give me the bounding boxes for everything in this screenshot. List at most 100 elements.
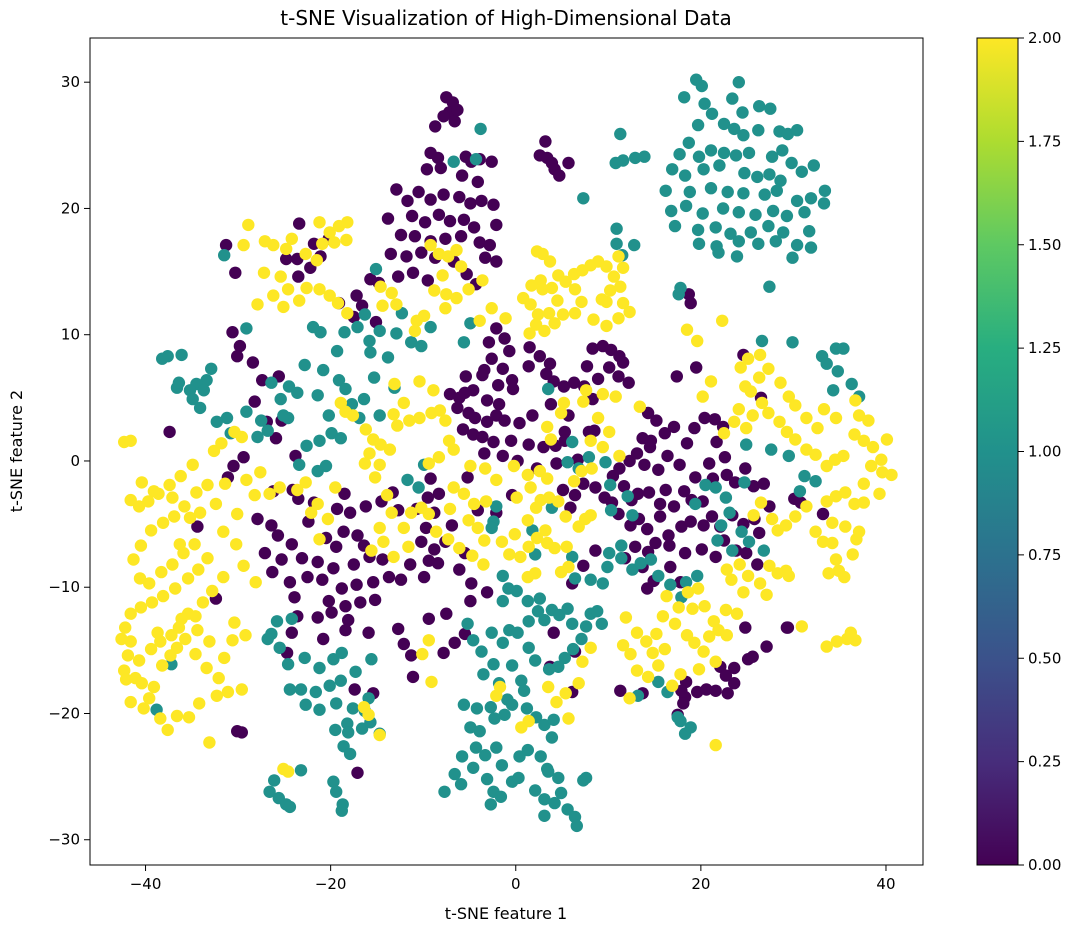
scatter-point xyxy=(197,384,210,397)
scatter-point xyxy=(428,543,441,556)
scatter-point xyxy=(342,726,355,739)
scatter-point xyxy=(311,555,324,569)
scatter-point xyxy=(240,473,253,487)
scatter-point xyxy=(156,516,170,529)
scatter-point xyxy=(561,803,574,816)
scatter-point xyxy=(650,627,663,641)
scatter-point xyxy=(782,569,795,583)
scatter-point xyxy=(579,771,593,785)
scatter-point xyxy=(170,709,184,723)
scatter-point xyxy=(857,496,870,509)
scatter-point xyxy=(317,632,330,646)
scatter-point xyxy=(405,209,419,223)
scatter-point xyxy=(762,219,775,233)
scatter-point xyxy=(817,403,831,416)
scatter-point xyxy=(615,552,628,565)
scatter-point xyxy=(514,550,527,564)
scatter-point xyxy=(373,324,386,338)
scatter-point xyxy=(529,784,542,797)
scatter-point xyxy=(636,432,649,445)
scatter-point xyxy=(301,570,314,584)
scatter-point xyxy=(765,443,778,456)
scatter-point xyxy=(857,477,870,490)
scatter-point xyxy=(765,512,779,526)
scatter-point xyxy=(838,570,851,584)
scatter-point xyxy=(480,394,494,407)
scatter-point xyxy=(723,506,736,519)
scatter-point xyxy=(507,459,521,473)
scatter-point xyxy=(614,280,627,293)
scatter-point xyxy=(737,187,750,200)
scatter-point xyxy=(440,607,453,620)
scatter-point xyxy=(448,115,461,128)
colorbar-axis: 0.00 0.25 0.50 0.75 1.00 1.25 1.50 1.75 2.00 xyxy=(1018,29,1061,874)
scatter-point xyxy=(467,634,480,647)
scatter-point xyxy=(263,785,276,798)
scatter-point xyxy=(699,478,712,492)
scatter-point xyxy=(641,670,655,684)
scatter-point xyxy=(822,567,835,580)
scatter-point xyxy=(248,395,261,408)
scatter-point xyxy=(425,675,438,689)
scatter-point xyxy=(479,495,493,508)
scatter-point xyxy=(539,524,552,537)
scatter-point xyxy=(658,427,671,440)
scatter-point xyxy=(186,458,199,471)
scatter-point xyxy=(603,546,616,560)
scatter-point xyxy=(322,409,335,422)
scatter-point xyxy=(705,510,719,523)
scatter-point xyxy=(190,486,203,499)
scatter-point xyxy=(462,283,475,296)
scatter-point xyxy=(478,447,491,460)
scatter-point xyxy=(291,483,304,497)
scatter-point xyxy=(183,511,197,524)
scatter-point xyxy=(503,548,516,561)
scatter-point xyxy=(313,283,326,296)
scatter-point xyxy=(455,750,469,763)
scatter-point xyxy=(521,514,534,527)
scatter-point xyxy=(704,144,718,157)
scatter-point xyxy=(350,578,363,591)
scatter-point xyxy=(616,154,630,167)
scatter-point xyxy=(456,423,470,436)
scatter-point xyxy=(566,435,579,449)
y-tick-label: 20 xyxy=(61,199,80,217)
scatter-point xyxy=(712,246,725,259)
scatter-point xyxy=(359,423,372,436)
scatter-point xyxy=(556,483,570,497)
y-tick-label: −20 xyxy=(48,704,80,722)
scatter-point xyxy=(560,540,573,553)
scatter-point xyxy=(424,193,437,206)
scatter-point xyxy=(368,471,382,484)
scatter-point xyxy=(413,375,426,388)
scatter-point xyxy=(576,655,589,668)
scatter-point xyxy=(829,553,843,566)
scatter-point xyxy=(642,486,656,499)
scatter-point xyxy=(826,536,839,550)
scatter-point xyxy=(480,586,494,599)
scatter-point xyxy=(721,687,734,700)
scatter-point xyxy=(316,237,329,250)
scatter-point xyxy=(629,540,642,553)
scatter-point xyxy=(251,430,264,444)
scatter-point xyxy=(691,334,704,348)
scatter-point xyxy=(742,535,756,548)
scatter-point xyxy=(387,408,400,421)
scatter-point xyxy=(666,679,679,692)
scatter-point xyxy=(181,572,195,585)
scatter-point xyxy=(390,327,403,340)
scatter-point xyxy=(848,497,861,511)
scatter-point xyxy=(672,601,685,614)
scatter-point xyxy=(258,235,272,248)
scatter-point xyxy=(697,645,710,658)
scatter-point xyxy=(736,106,749,119)
scatter-point xyxy=(403,414,416,427)
scatter-point xyxy=(305,506,318,519)
scatter-point xyxy=(830,635,844,648)
scatter-point xyxy=(406,266,420,279)
scatter-point xyxy=(487,435,500,449)
y-tick-label: −10 xyxy=(48,578,80,596)
scatter-point xyxy=(485,521,498,535)
scatter-point xyxy=(633,400,646,413)
scatter-point xyxy=(630,447,644,460)
